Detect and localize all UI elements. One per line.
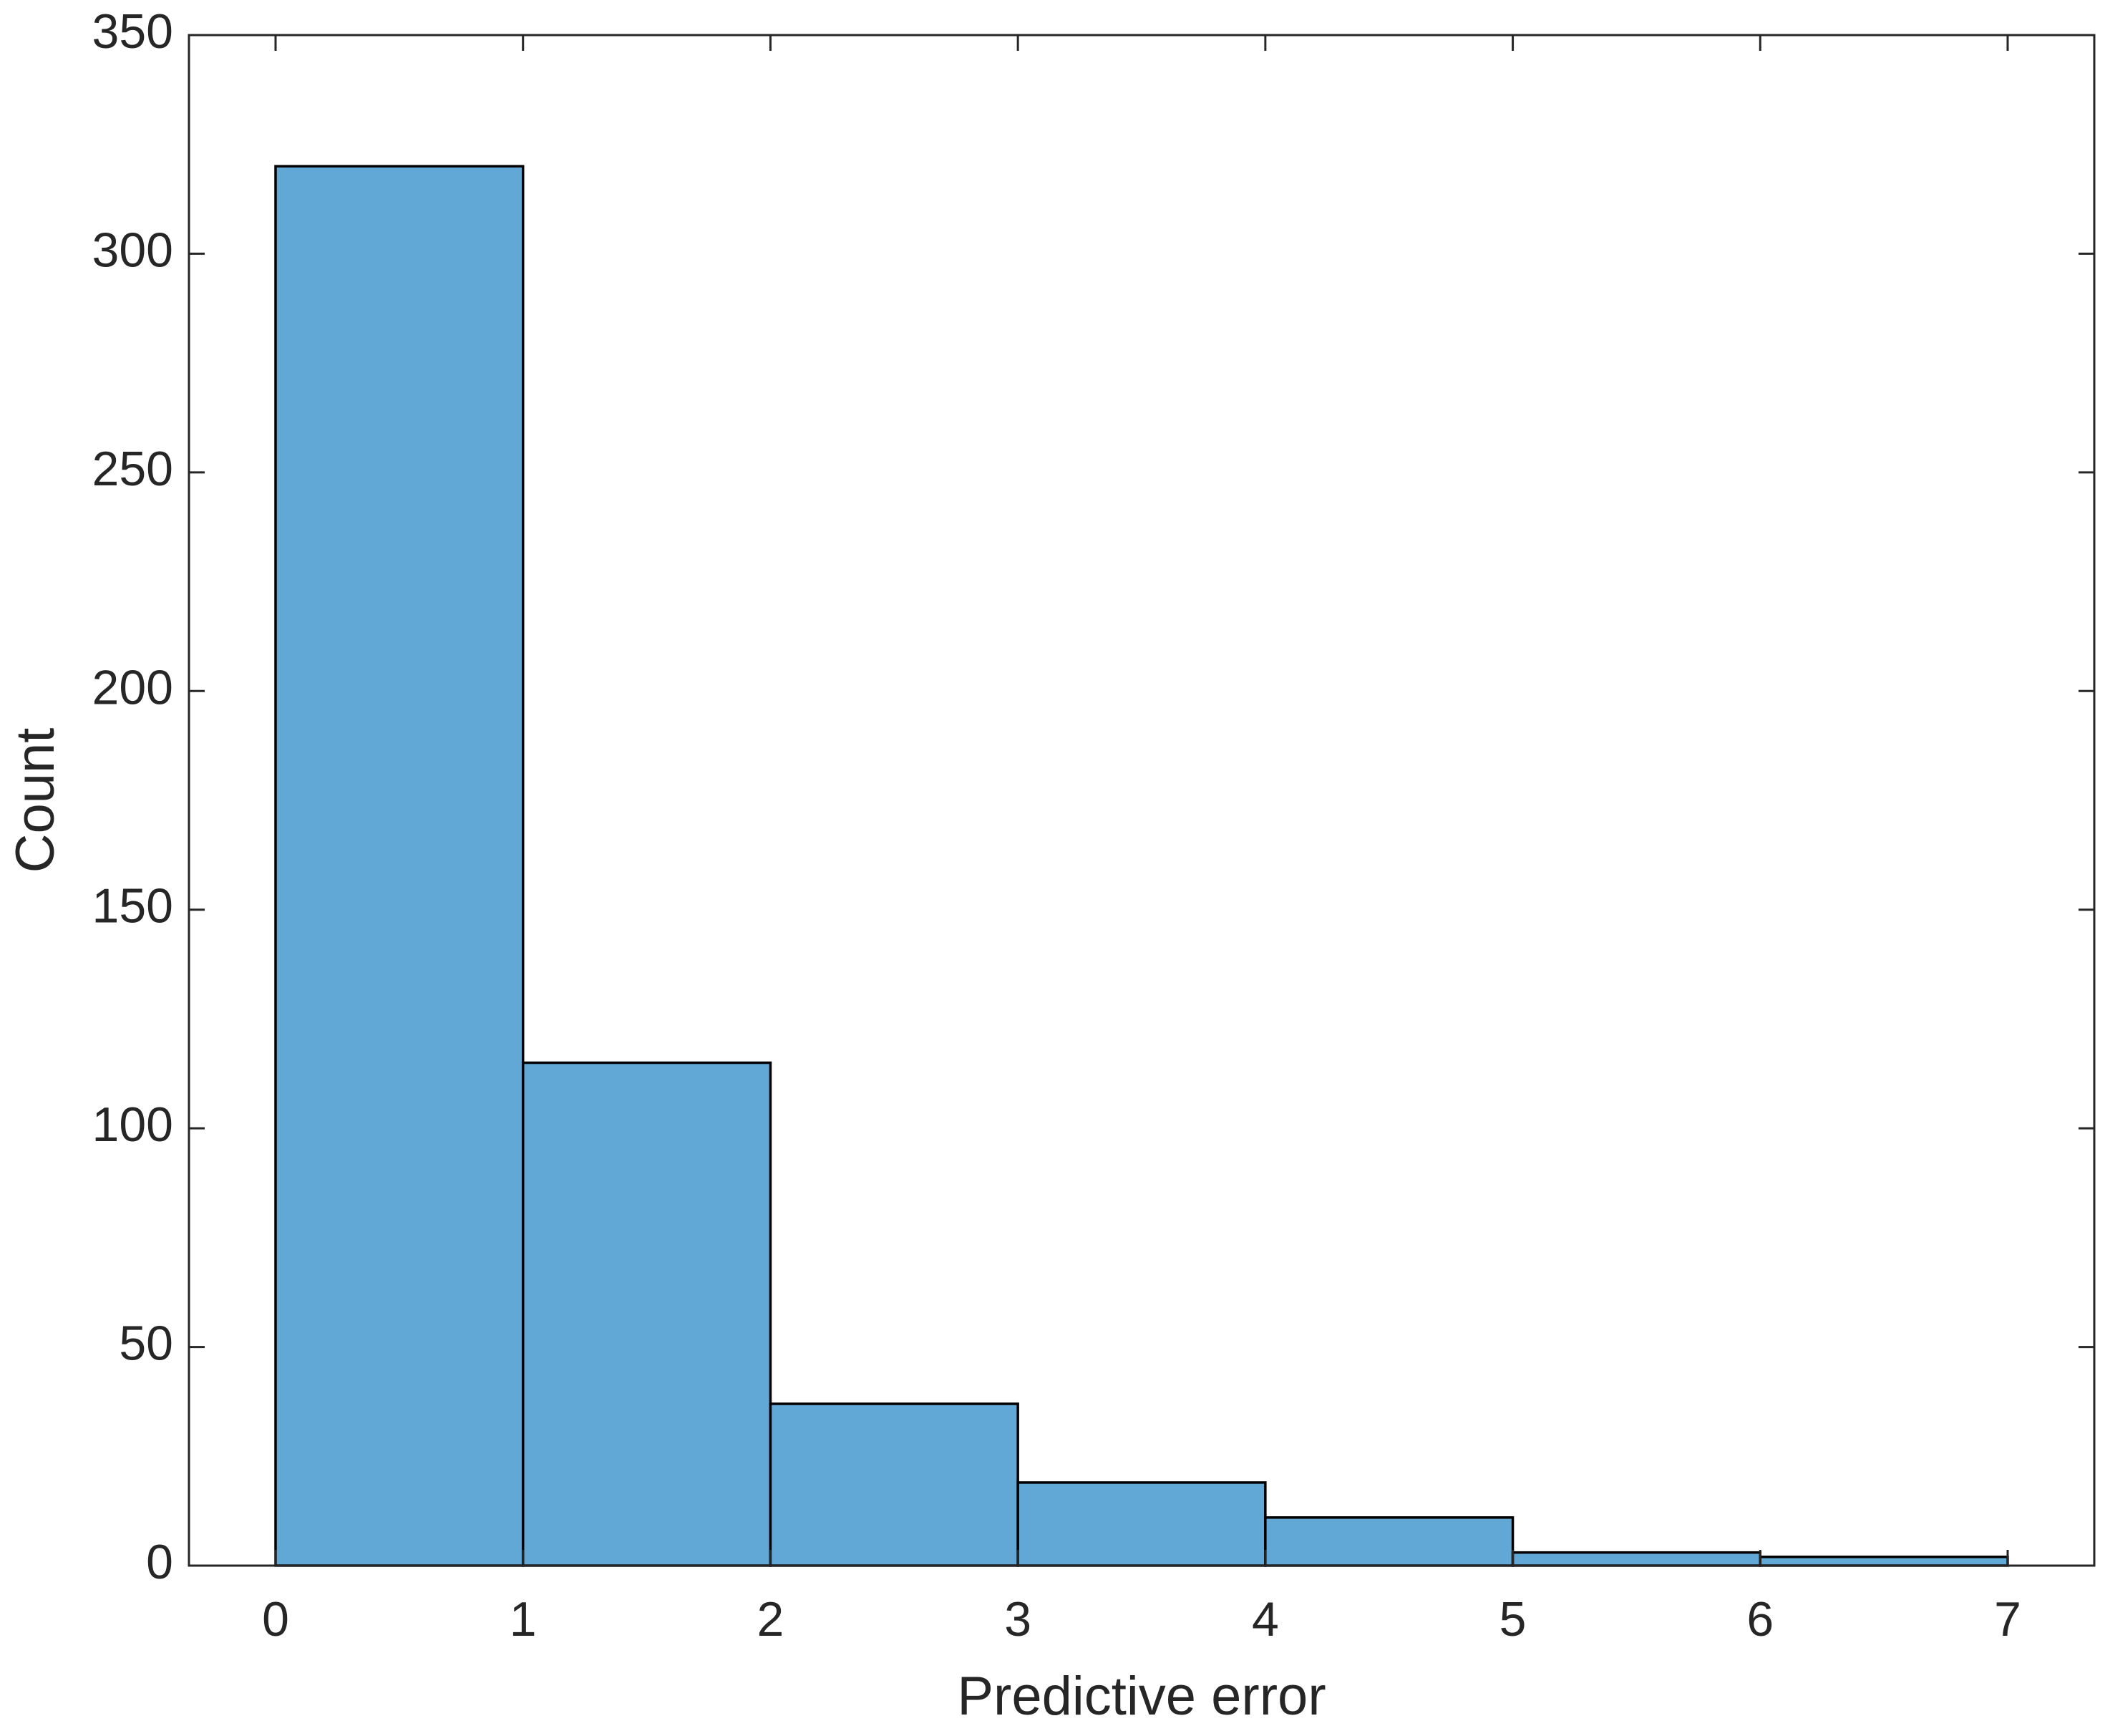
bar	[769, 1402, 1019, 1567]
y-tick-label: 150	[92, 879, 173, 934]
y-tick-label: 100	[92, 1097, 173, 1152]
bar	[1759, 1556, 2009, 1567]
bar	[521, 1061, 772, 1567]
x-tick-label: 4	[1252, 1592, 1279, 1647]
y-tick-label: 0	[146, 1535, 173, 1589]
bar	[274, 165, 525, 1567]
bar	[1016, 1481, 1267, 1567]
bar	[1264, 1516, 1515, 1567]
y-tick-label: 300	[92, 223, 173, 277]
y-axis-label: Count	[5, 728, 66, 873]
x-tick-label: 6	[1746, 1592, 1774, 1647]
x-tick-label: 3	[1004, 1592, 1031, 1647]
x-tick-label: 7	[1994, 1592, 2021, 1647]
y-tick-label: 350	[92, 4, 173, 59]
x-tick-label: 1	[510, 1592, 537, 1647]
x-tick-label: 0	[262, 1592, 289, 1647]
y-tick-label: 250	[92, 442, 173, 496]
plot-frame	[188, 34, 2096, 1567]
x-tick-label: 2	[757, 1592, 784, 1647]
y-tick-label: 50	[119, 1316, 173, 1371]
y-tick-label: 200	[92, 660, 173, 714]
x-axis-label: Predictive error	[957, 1666, 1326, 1727]
bar	[1511, 1551, 1762, 1567]
x-tick-label: 5	[1499, 1592, 1527, 1647]
